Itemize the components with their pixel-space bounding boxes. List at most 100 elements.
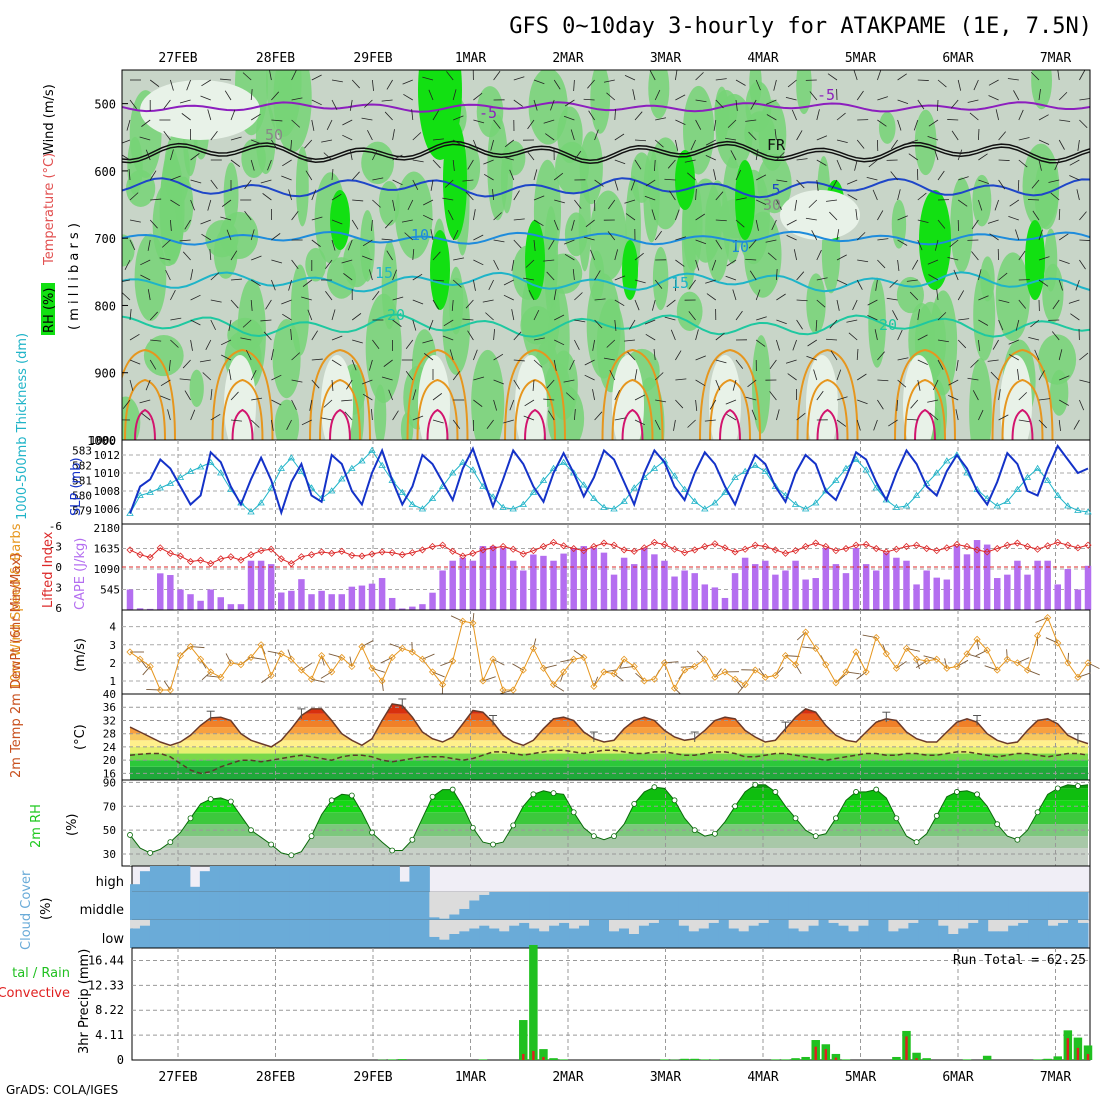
wind-barb [654,159,656,172]
li-point [257,547,265,555]
thickness-point [307,484,316,491]
wind-barb [594,411,603,421]
rh-moist-patch [589,190,627,281]
thickness-point [358,457,366,464]
precip-total-bar [680,1058,689,1060]
wind-barb [513,359,525,362]
li-point [862,540,870,549]
wind-barb [927,399,939,403]
wind-barb [210,179,218,190]
wind-barb [482,299,494,303]
wind-barb [786,219,797,226]
wind-barb [383,359,393,367]
wind-barb [220,339,232,346]
cloud-bar [1078,892,1089,920]
cloud-bar [579,925,590,948]
cloud-gap [469,892,480,901]
cloud-bar [329,920,341,948]
cloud-bar [459,931,470,948]
wind-barb [957,339,967,349]
cape-bar [792,560,799,610]
wind-barb [998,414,1009,421]
wind-barb [603,79,615,83]
wind-barb [220,78,232,81]
li-point [307,551,316,559]
cape-bar [167,575,174,610]
wind-barb [846,319,858,323]
cloud-gap [848,920,859,932]
wind-barb [989,233,999,241]
wind-barb [853,70,858,81]
wind-barb [412,132,422,141]
cloud-bar [149,920,161,948]
wind-barb [282,313,292,321]
wind10m-point [1054,639,1062,647]
cloud-bar [409,892,420,920]
wind-barb [836,299,840,311]
cloud-gap [968,920,979,923]
wind-barb [847,194,858,201]
wind10m-point [1074,673,1082,681]
wind-barb [574,339,580,350]
cloud-bar [798,931,810,948]
wind-barb [608,199,616,210]
wind10m-point [670,684,679,692]
li-point [227,553,235,561]
cloud-bar [339,866,351,892]
cloud-bar [289,920,301,948]
cloud-bar [828,892,840,920]
cloud-bar [349,920,361,948]
wind-barb [675,350,682,361]
wind-barb [973,79,979,91]
cloud-bar [159,866,171,892]
cloud-bar [1008,892,1019,920]
thickness-point [600,503,608,510]
wind-barb [412,159,424,163]
wind-barb [627,351,636,361]
wind-barb [755,79,761,91]
wind-barb [816,249,822,261]
wind-barb [607,231,616,241]
cloud-bar [509,925,520,948]
cloud-bar [359,892,370,920]
wind-barb [948,394,959,401]
precip-conv-bar [814,1046,817,1060]
wind-barb [634,299,640,311]
rh-point [187,815,194,822]
cloud-gap [1008,920,1019,926]
bottom-date-label: 3MAR [650,1070,681,1085]
cloud-bar [948,934,959,948]
wind-barb [533,219,544,227]
cloud-bar [339,892,351,920]
cloud-bar [868,920,879,948]
wind-barb [122,399,131,409]
wind-barb [897,357,909,361]
cape-bar [782,570,789,610]
rh-dry-patch [140,80,260,140]
wind-barb [590,249,595,261]
wind-barb [122,279,131,282]
thickness-point [217,469,225,476]
bottom-date-label: 27FEB [158,1070,197,1085]
cape-bar [610,574,618,610]
wind-barb [890,171,898,181]
li-point [439,541,447,549]
wind10m-point [791,661,800,669]
wind-barb [384,111,393,121]
li-point [297,553,305,561]
li-point [832,547,840,555]
cape-bar [267,564,275,610]
wind10m-point [267,671,275,680]
rh-point [853,789,859,795]
rh-saturated-patch [735,160,755,240]
wind-barb [483,173,494,181]
wind-barb [688,279,696,290]
wind-barb [756,199,767,206]
rh-point [1054,785,1061,792]
wind-barb [856,139,865,149]
wind-barb [957,79,962,91]
cloud-bar [229,892,241,920]
rh-moist-patch [295,146,309,227]
wind-barb [998,299,1010,304]
